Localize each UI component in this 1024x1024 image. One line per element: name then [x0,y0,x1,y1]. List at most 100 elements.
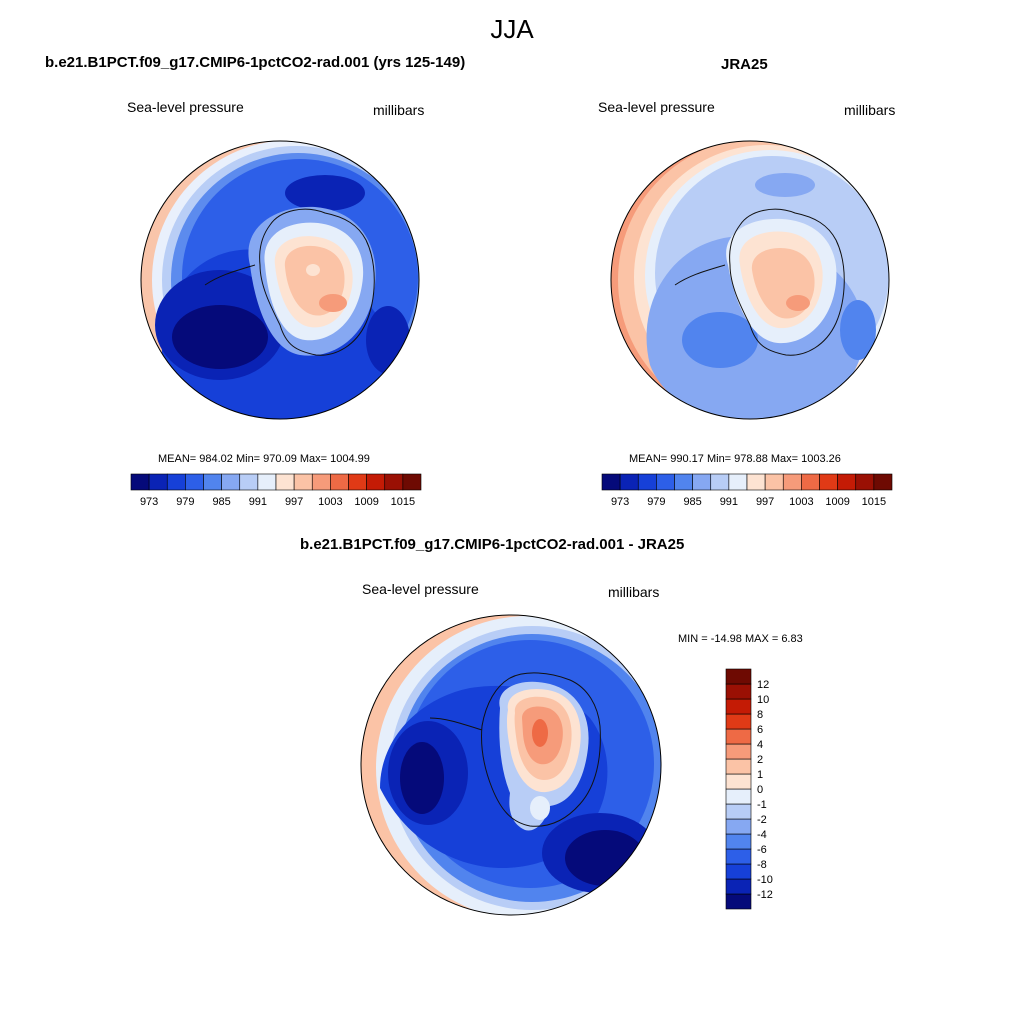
panel-1-variable-label: Sea-level pressure [127,99,244,115]
panel-3-colorbar-swatch [725,803,752,820]
panel-2-colorbar-swatch [601,473,621,491]
panel-3-colorbar-tick-label: -8 [757,859,767,871]
panel-1-colorbar-tick-label: 1009 [354,496,378,508]
panel-2-colorbar-swatch [746,473,766,491]
panel-3-coastline [429,672,601,827]
panel-3-fill-low-west-core [400,742,444,814]
panel-3-units-label: millibars [608,584,660,600]
panel-2-colorbar-swatch [873,473,893,491]
panel-2-colorbar-swatch [692,473,712,491]
panel-1-colorbar-swatch [330,473,349,491]
panel-2-colorbar-swatch [764,473,784,491]
panel-3-colorbar-tick-label: 4 [757,739,763,751]
panel-1-fill-high-2 [319,294,347,312]
panel-3-colorbar-swatch [725,773,752,790]
panel-2-colorbar-tick-label: 1003 [789,496,813,508]
panel-3-colorbar-tick-label: -10 [757,874,773,886]
panel-1-colorbar-tick-label: 973 [140,496,158,508]
panel-3-colorbar-tick-label: -12 [757,889,773,901]
panel-2-variable-label: Sea-level pressure [598,99,715,115]
panel-2-title: JRA25 [721,56,768,73]
panel-2-coastline [674,208,845,356]
panel-1-colorbar-swatch [384,473,404,491]
panel-2-colorbar-swatch [637,473,657,491]
panel-3-colorbar-swatch [725,698,752,715]
panel-3-colorbar-swatch [725,743,752,760]
panel-3-colorbar-swatch [725,668,752,685]
panel-1-colorbar-tick-label: 997 [285,496,303,508]
panel-2-colorbar-swatch [728,473,748,491]
panel-2-colorbar: 973 979 985 991 997 1003 1009 1015 [601,473,893,508]
panel-3-map [360,614,662,916]
panel-1-colorbar-swatch [275,473,295,491]
panel-2-fill-low-north [755,173,815,197]
panel-3-fill-low-east-core [565,830,645,886]
panel-1-map [140,140,420,420]
panel-2-colorbar-swatch [674,473,693,491]
panel-1-colorbar-swatch [348,473,367,491]
panel-1-colorbar-swatch [166,473,186,491]
panel-2-colorbar-tick-label: 979 [647,496,665,508]
panel-2-colorbar-swatch [801,473,820,491]
panel-1-coastline [204,208,375,356]
panel-1-units-label: millibars [373,102,425,118]
panel-2-map-border [610,140,890,420]
panel-2-map [610,140,890,420]
panel-2-colorbar-tick-label: 985 [683,496,701,508]
panel-3-colorbar-swatch [725,713,752,730]
panel-3-colorbar-swatch [725,863,752,880]
panel-3-colorbar-swatch [725,818,752,835]
panel-1-colorbar-swatch [402,473,422,491]
panel-1-colorbar-swatch [148,473,168,491]
panel-1-fill-low-core [172,305,268,369]
panel-3-colorbar-tick-label: 10 [757,694,769,706]
panel-3-colorbar-tick-label: -6 [757,844,767,856]
panel-1-colorbar-swatch [257,473,277,491]
panel-2-colorbar-swatch [656,473,675,491]
panel-3-colorbar-tick-label: -1 [757,799,767,811]
panel-1-colorbar-swatch [130,473,150,491]
panel-1-colorbar: 973 979 985 991 997 1003 1009 1015 [130,473,422,508]
panel-1-colorbar-swatch [293,473,313,491]
panel-1-map-border [140,140,420,420]
panel-3-colorbar-swatch [725,878,752,895]
panel-1-fill-low-east [366,306,410,374]
panel-1-colorbar-swatch [185,473,204,491]
panel-1-fill-high-spot [306,264,320,276]
panel-1-title: b.e21.B1PCT.f09_g17.CMIP6-1pctCO2-rad.00… [45,54,466,71]
panel-1-colorbar-swatch [311,473,331,491]
panel-2-colorbar-swatch [710,473,730,491]
panel-2-colorbar-swatch [837,473,857,491]
panel-3-colorbar-tick-label: -2 [757,814,767,826]
panel-3-fill-high-3 [532,719,548,747]
panel-1-colorbar-tick-label: 1003 [318,496,342,508]
panel-3-colorbar-tick-label: 8 [757,709,763,721]
panel-2-units-label: millibars [844,102,896,118]
panel-2-colorbar-swatch [855,473,875,491]
panel-3-colorbar-swatch [725,683,752,700]
panel-2-colorbar-swatch [782,473,802,491]
panel-3-colorbar-tick-label: 2 [757,754,763,766]
panel-2-fill-low-west [682,312,758,368]
panel-3-variable-label: Sea-level pressure [362,581,479,597]
panel-3-map-border [360,614,662,916]
panel-1-colorbar-tick-label: 1015 [391,496,415,508]
panel-2-colorbar-tick-label: 997 [756,496,774,508]
panel-2-fill-low-east [840,300,876,360]
panel-3-fill-spot [530,796,550,820]
panel-3-colorbar-swatch [725,728,752,745]
panel-3-colorbar-tick-label: 0 [757,784,763,796]
panel-1-fill-low-north [285,175,365,211]
panel-2-colorbar-tick-label: 973 [611,496,629,508]
panel-3-colorbar-swatch [725,833,752,850]
panel-2-colorbar-swatch [619,473,639,491]
panel-1-colorbar-tick-label: 991 [249,496,267,508]
panel-1-colorbar-tick-label: 985 [212,496,230,508]
panel-1-stats: MEAN= 984.02 Min= 970.09 Max= 1004.99 [158,453,370,465]
panel-3-colorbar-swatch [725,848,752,865]
panel-3-colorbar-tick-label: 12 [757,679,769,691]
panel-1-colorbar-swatch [221,473,241,491]
panel-2-stats: MEAN= 990.17 Min= 978.88 Max= 1003.26 [629,453,841,465]
panel-1-colorbar-swatch [203,473,222,491]
